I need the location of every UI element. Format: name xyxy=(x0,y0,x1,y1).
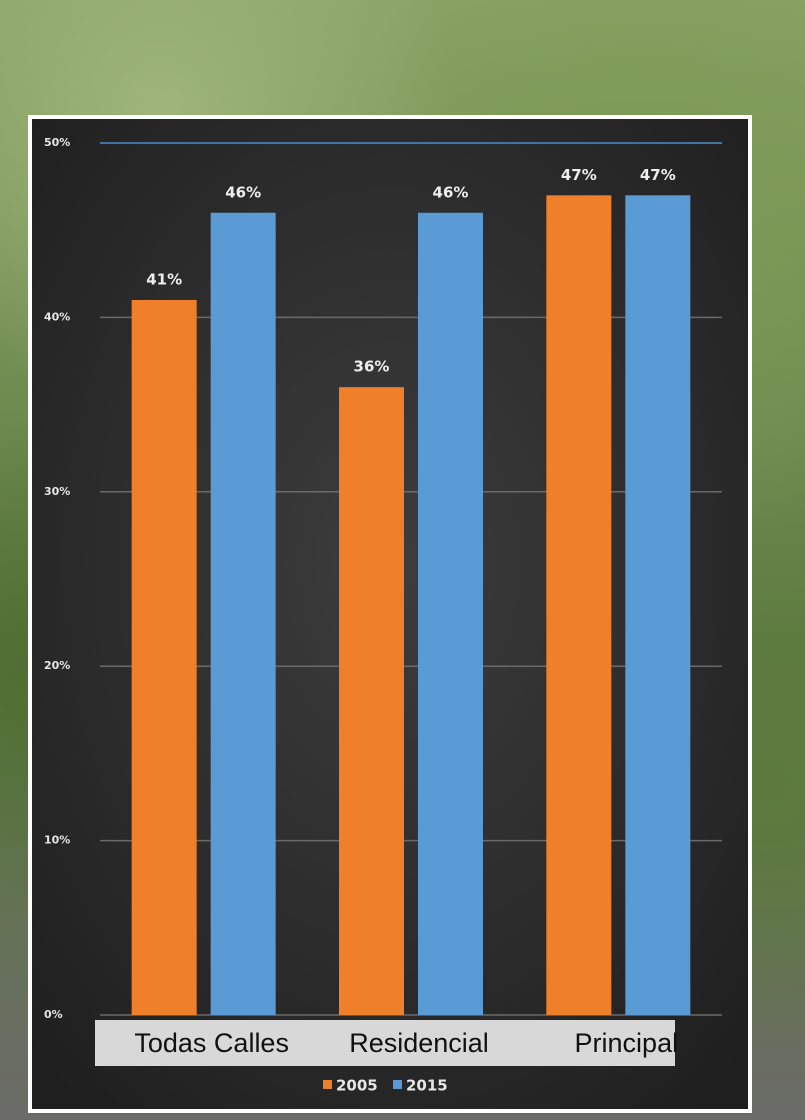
value-label: 47% xyxy=(561,166,597,184)
y-tick-label: 40% xyxy=(44,310,70,323)
category-strip xyxy=(95,1020,675,1066)
bar xyxy=(625,195,691,1015)
bar xyxy=(546,195,612,1015)
y-tick-label: 30% xyxy=(44,485,70,498)
bar xyxy=(418,212,483,1015)
value-label: 46% xyxy=(225,183,261,201)
y-tick-label: 10% xyxy=(44,834,70,847)
y-tick-label: 20% xyxy=(44,659,70,672)
legend-label: 2015 xyxy=(406,1077,448,1095)
bar xyxy=(339,387,404,1015)
bar xyxy=(131,299,197,1016)
value-label: 46% xyxy=(433,183,469,201)
value-label: 36% xyxy=(354,358,390,376)
value-label: 41% xyxy=(146,270,182,288)
x-tick-label: Todas Calles xyxy=(134,1028,289,1058)
y-tick-label: 0% xyxy=(44,1008,63,1021)
x-tick-label: Residencial xyxy=(349,1028,489,1058)
value-label: 47% xyxy=(640,166,676,184)
legend-swatch xyxy=(323,1080,332,1089)
legend-swatch xyxy=(393,1080,402,1089)
bar xyxy=(210,212,276,1015)
x-tick-label: Principal xyxy=(575,1028,679,1058)
y-tick-label: 50% xyxy=(44,136,70,149)
legend-label: 2005 xyxy=(336,1077,378,1095)
